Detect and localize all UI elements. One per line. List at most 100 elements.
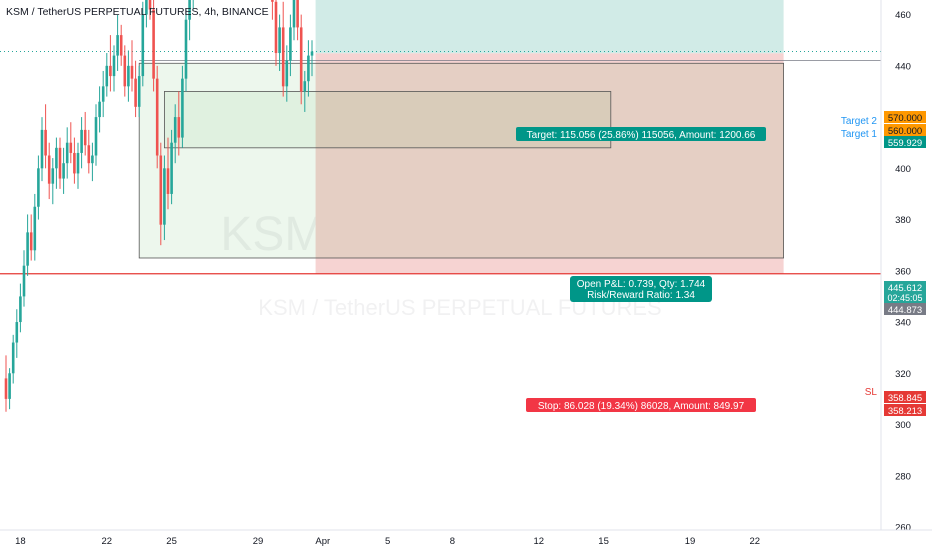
price-tick: 340 xyxy=(895,318,911,329)
candle xyxy=(109,35,112,92)
candle xyxy=(69,122,73,164)
target2-price-tag xyxy=(884,111,926,123)
candle xyxy=(119,24,123,66)
loss-zone xyxy=(315,53,784,274)
candle xyxy=(76,142,80,189)
candle-body xyxy=(26,232,29,266)
candle-body xyxy=(159,155,163,225)
price-tick: 400 xyxy=(895,164,911,175)
candle-body xyxy=(51,168,55,184)
last-price-tag xyxy=(884,281,926,303)
stop-label: Stop: 86.028 (19.34%) 86028, Amount: 849… xyxy=(538,401,745,412)
candle xyxy=(159,142,163,246)
candle-body xyxy=(22,265,26,297)
candle-body xyxy=(91,155,94,164)
price-tick: 260 xyxy=(895,523,911,534)
candle xyxy=(8,368,11,410)
candle xyxy=(4,355,8,412)
position-labels: Target: 115.056 (25.86%) 115056, Amount:… xyxy=(516,127,766,412)
candle-body xyxy=(55,147,58,169)
candle xyxy=(62,147,65,194)
take-profit-price-text: 559.929 xyxy=(888,138,922,149)
price-axis-bg[interactable] xyxy=(881,0,932,530)
candle-body xyxy=(62,163,65,179)
candle-body xyxy=(15,322,19,343)
candle xyxy=(44,104,47,169)
candle-body xyxy=(281,27,285,87)
time-tick: 5 xyxy=(385,536,390,547)
position-zones[interactable] xyxy=(315,0,784,274)
candle-body xyxy=(163,168,166,225)
price-axis-labels: 570.000 560.000 559.929 445.612 02:45:05… xyxy=(884,111,926,417)
candle-body xyxy=(299,27,303,92)
candle xyxy=(127,50,130,102)
candle xyxy=(65,127,69,179)
drawings[interactable] xyxy=(0,0,881,275)
candle-body xyxy=(303,81,307,92)
candle xyxy=(83,111,87,156)
candle xyxy=(101,70,105,118)
candle-body xyxy=(123,55,127,87)
target2-price-text: 570.000 xyxy=(888,113,922,124)
candle-body xyxy=(278,27,281,54)
candle xyxy=(166,137,170,210)
candle xyxy=(274,0,278,66)
stop2-price-tag xyxy=(884,404,926,416)
candle xyxy=(271,0,274,20)
open-pnl-label: Open P&L: 0.739, Qty: 1.744 xyxy=(577,279,706,290)
candle-body xyxy=(152,9,155,79)
stop-label-box xyxy=(526,398,756,412)
candle xyxy=(289,14,292,77)
candle-body xyxy=(141,14,145,77)
price-tick: 380 xyxy=(895,215,911,226)
candle xyxy=(58,137,62,189)
stop-price-tag xyxy=(884,391,926,403)
candle-body xyxy=(119,35,123,56)
candle-body xyxy=(4,378,8,399)
candle-body xyxy=(109,65,112,77)
candle xyxy=(19,283,22,333)
candle xyxy=(40,117,44,182)
time-tick: 19 xyxy=(685,536,696,547)
candle-body xyxy=(11,342,15,374)
zone-rectangle-1 xyxy=(138,62,785,259)
candle xyxy=(26,214,29,276)
candle-body xyxy=(29,232,33,251)
candle-body xyxy=(69,142,73,153)
target-label: Target: 115.056 (25.86%) 115056, Amount:… xyxy=(527,130,756,141)
candle xyxy=(184,9,188,92)
candle-body xyxy=(101,86,105,102)
candle xyxy=(281,1,285,97)
candle xyxy=(278,14,281,71)
candle-body xyxy=(292,0,296,28)
candle xyxy=(130,40,134,92)
target1-price-text: 560.000 xyxy=(888,126,922,137)
candle-body xyxy=(134,78,137,107)
candle-body xyxy=(170,142,173,194)
candle xyxy=(155,65,159,169)
candle xyxy=(98,86,101,133)
candle-body xyxy=(145,0,148,15)
candle xyxy=(123,45,127,97)
countdown-text: 02:45:05 xyxy=(887,293,922,303)
chart-title: KSM / TetherUS PERPETUAL FUTURES, 4h, BI… xyxy=(6,6,269,18)
candle-body xyxy=(307,55,310,82)
time-axis[interactable]: 18 22 25 29 Apr 5 8 12 15 19 22 xyxy=(15,536,760,547)
target2-line-label: Target 2 xyxy=(841,116,878,127)
candle-body xyxy=(112,55,116,77)
candle xyxy=(188,0,191,41)
candle-body xyxy=(76,152,80,174)
candle-body xyxy=(83,129,87,146)
candle-body xyxy=(87,145,91,164)
candle-body xyxy=(181,78,184,138)
candle xyxy=(152,0,155,92)
candle xyxy=(173,104,177,164)
candle-body xyxy=(40,129,44,169)
candle-body xyxy=(148,0,152,10)
candle-body xyxy=(58,147,62,179)
candle-body xyxy=(33,206,37,251)
price-tick: 300 xyxy=(895,420,911,431)
target-label-box xyxy=(516,127,766,141)
